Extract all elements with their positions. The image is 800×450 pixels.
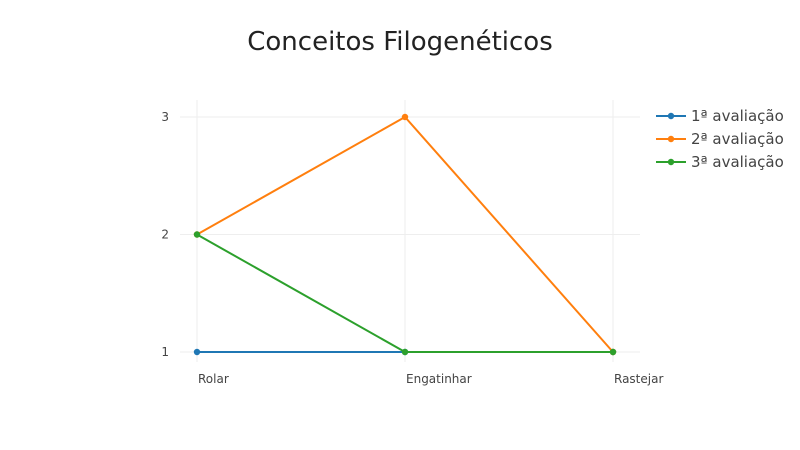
legend-marker [667, 112, 675, 120]
legend-marker [667, 135, 675, 143]
chart-title: Conceitos Filogenéticos [247, 27, 553, 57]
legend-label: 2ª avaliação [691, 130, 784, 148]
y-tick-label: 3 [161, 110, 169, 124]
y-axis-ticks: 1 2 3 [161, 110, 169, 359]
x-tick-label: Rastejar [614, 372, 663, 386]
legend-label: 1ª avaliação [691, 107, 784, 125]
data-point[interactable] [401, 113, 409, 121]
legend-item[interactable]: 2ª avaliação [656, 130, 784, 148]
grid-layer [180, 100, 640, 362]
data-point[interactable] [401, 348, 409, 356]
legend-marker [667, 158, 675, 166]
legend-item[interactable]: 1ª avaliação [656, 107, 784, 125]
data-point[interactable] [193, 231, 201, 238]
y-tick-label: 2 [161, 228, 169, 242]
x-axis-ticks: Rolar Engatinhar Rastejar [198, 372, 663, 386]
y-tick-label: 1 [161, 345, 169, 359]
legend[interactable]: 1ª avaliação 2ª avaliação 3ª avaliação [656, 107, 784, 171]
data-point[interactable] [609, 348, 617, 356]
series-3 [193, 231, 617, 356]
x-tick-label: Engatinhar [406, 372, 472, 386]
x-tick-label: Rolar [198, 372, 229, 386]
data-point[interactable] [193, 348, 201, 356]
series-layer [193, 113, 617, 356]
legend-label: 3ª avaliação [691, 153, 784, 171]
legend-item[interactable]: 3ª avaliação [656, 153, 784, 171]
